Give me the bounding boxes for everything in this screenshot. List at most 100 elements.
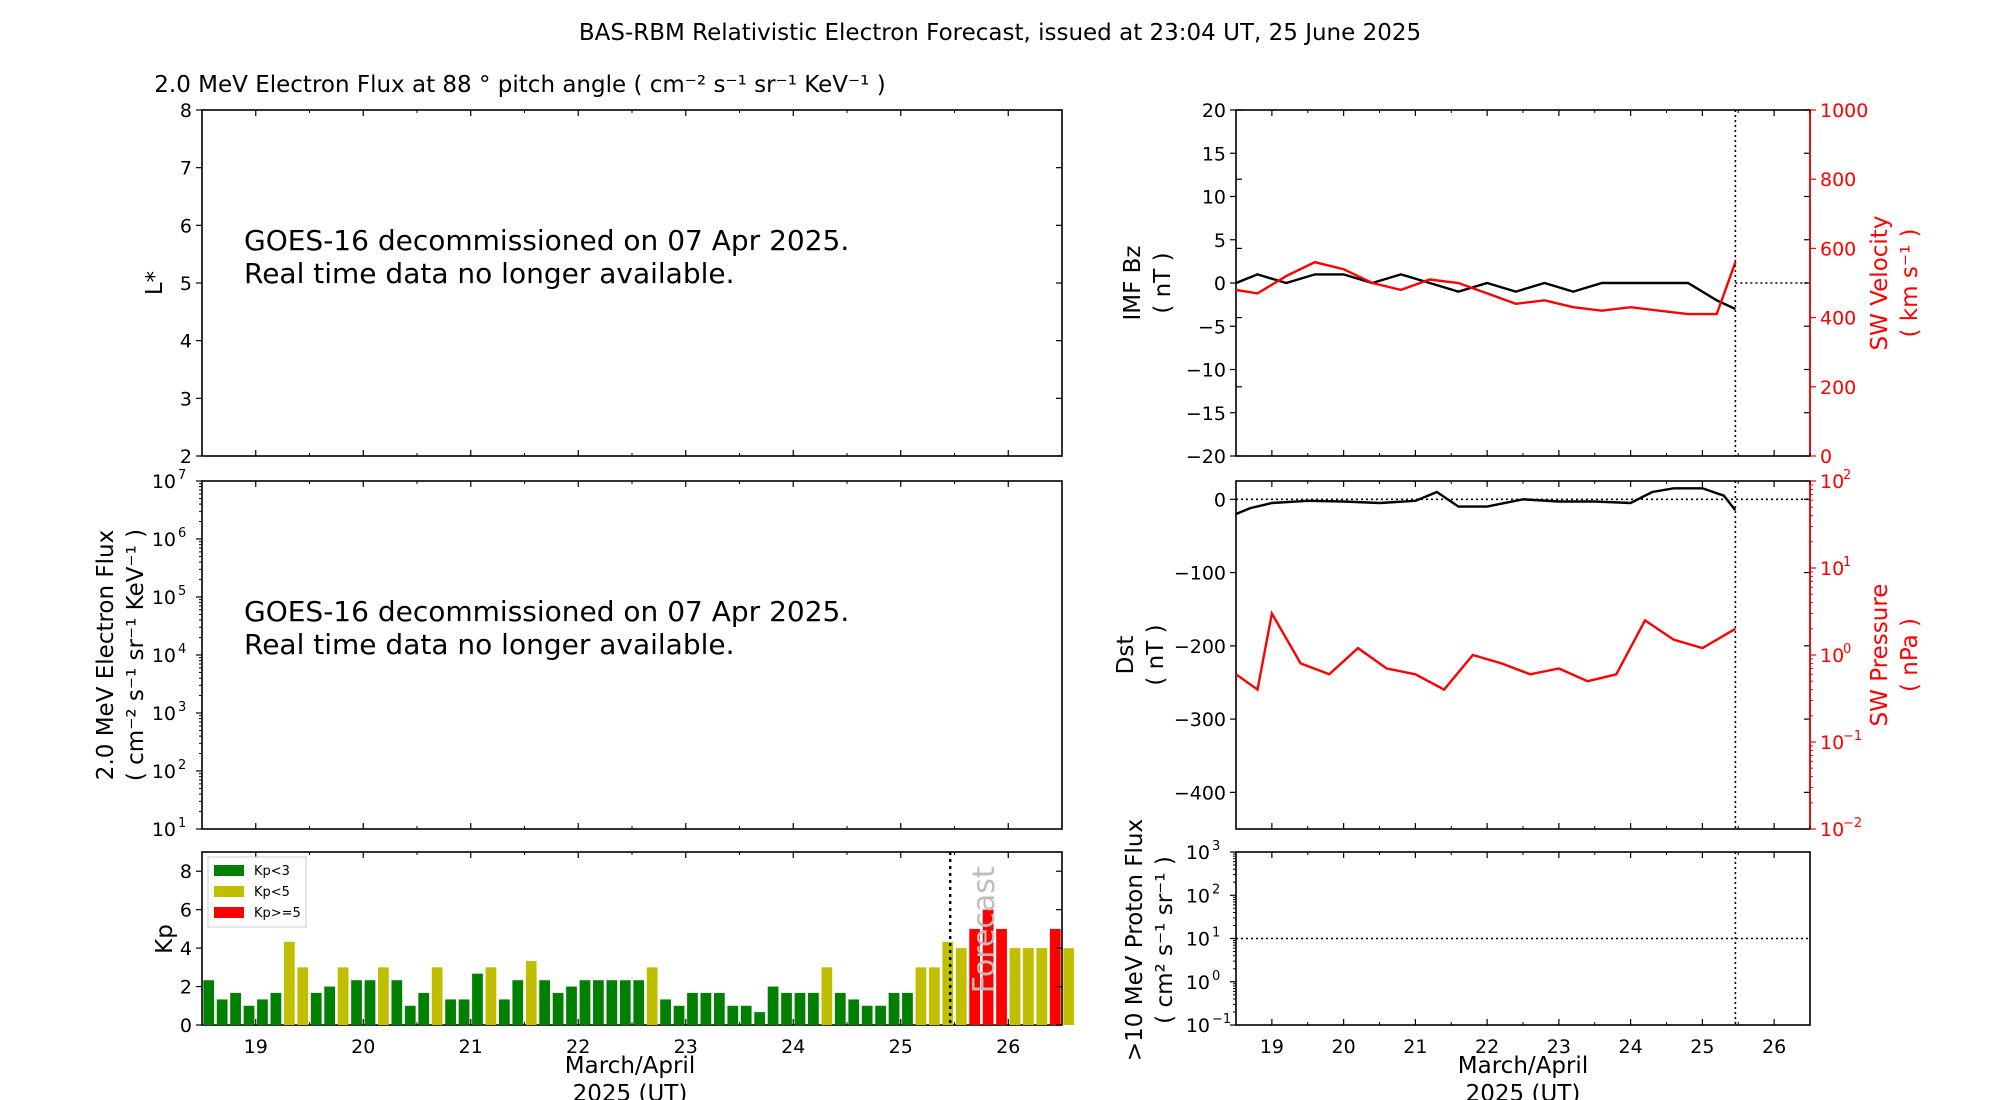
- lstar-notice-line2: Real time data no longer available.: [244, 257, 735, 290]
- y-tick-exponent: 1: [178, 816, 186, 831]
- flux-y-label-line1: 2.0 MeV Electron Flux: [93, 530, 119, 780]
- kp-bar: [404, 1005, 416, 1025]
- x-tick-label: 22: [566, 1036, 590, 1058]
- proton-y-label-line2: ( cm² s⁻¹ sr⁻¹ ): [1152, 856, 1178, 1024]
- kp-bar: [498, 999, 510, 1025]
- y-tick-label: 4: [180, 331, 192, 353]
- kp-legend-swatch-low: [214, 865, 244, 876]
- x-tick-label: 20: [351, 1036, 375, 1058]
- y-tick-label: 10: [1186, 972, 1210, 994]
- kp-bar: [955, 948, 967, 1025]
- x-tick-label: 24: [1619, 1036, 1643, 1058]
- x-tick-label: 25: [889, 1036, 913, 1058]
- y-tick-label: 10: [1820, 471, 1844, 493]
- kp-bar: [888, 992, 900, 1025]
- y-tick-label: −400: [1174, 782, 1226, 804]
- kp-bar: [740, 1005, 752, 1025]
- x-tick-label: 20: [1332, 1036, 1356, 1058]
- imf-panel: 20 15 10 5 0 −5 −10 −15 −20 1000 800 600 400 200 0 IM…: [1120, 100, 1923, 468]
- y-tick-label: 10: [1202, 187, 1226, 209]
- y-tick-label: 0: [1214, 489, 1226, 511]
- y-tick-label: −5: [1198, 316, 1226, 338]
- y-tick-label: 10: [152, 819, 176, 841]
- x-tick-label: 23: [1547, 1036, 1571, 1058]
- y-tick-label: −200: [1174, 636, 1226, 658]
- kp-bar: [1036, 948, 1048, 1025]
- x-tick-label: 19: [244, 1036, 268, 1058]
- kp-y-label: Kp: [152, 924, 178, 954]
- dst-series: [1235, 481, 1810, 829]
- kp-bar: [848, 999, 860, 1025]
- y-tick-label: 5: [180, 273, 192, 295]
- y-tick-label: 0: [180, 1015, 192, 1037]
- kp-bar: [915, 967, 927, 1025]
- kp-bar: [337, 967, 349, 1025]
- kp-bar: [243, 1005, 255, 1025]
- proton-y-label-line1: >10 MeV Proton Flux: [1122, 819, 1148, 1061]
- x-tick-label: 25: [1690, 1036, 1714, 1058]
- y-tick-label: −300: [1174, 709, 1226, 731]
- kp-bar: [727, 1005, 739, 1025]
- kp-bar: [351, 980, 362, 1025]
- y-tick-exponent: 7: [178, 468, 186, 483]
- y-tick-label: 400: [1820, 308, 1856, 330]
- y-tick-exponent: 3: [1212, 839, 1220, 854]
- y-tick-exponent: 3: [178, 700, 186, 715]
- y-tick-label: 6: [180, 900, 192, 922]
- x-tick-label: 24: [781, 1036, 805, 1058]
- kp-bar: [767, 986, 779, 1025]
- kp-bar: [391, 980, 403, 1025]
- y-tick-exponent: 2: [178, 758, 186, 773]
- sw-pressure-line: [1235, 610, 1737, 692]
- y-tick-label: 10: [152, 471, 176, 493]
- kp-bar: [230, 992, 241, 1025]
- kp-bar: [485, 967, 497, 1025]
- x-tick-label: 26: [996, 1036, 1020, 1058]
- y-tick-label: 800: [1820, 169, 1856, 191]
- lstar-panel: 2.0 MeV Electron Flux at 88 ° pitch angl…: [142, 72, 1063, 468]
- kp-bar: [270, 992, 282, 1025]
- y-tick-label: 15: [1202, 143, 1226, 165]
- proton-series: [1236, 852, 1810, 1025]
- lstar-y-label: L*: [142, 271, 168, 295]
- kp-bar: [566, 986, 577, 1025]
- imf-plot-frame: [1235, 109, 1811, 457]
- kp-bar: [324, 986, 336, 1025]
- kp-bar: [646, 967, 658, 1025]
- kp-bar: [633, 980, 645, 1025]
- kp-bar: [283, 941, 295, 1025]
- y-tick-exponent: 6: [178, 526, 186, 541]
- kp-bar: [1049, 928, 1061, 1025]
- y-tick-label: 10: [1186, 929, 1210, 951]
- kp-bar: [861, 1005, 873, 1025]
- y-tick-label: 10: [1186, 1015, 1210, 1037]
- kp-y-axis: 0 2 4 6 8: [180, 861, 1062, 1037]
- flux-y-label-line2: ( cm⁻² s⁻¹ sr⁻¹ KeV⁻¹ ): [123, 529, 149, 781]
- proton-x-axis: 19 20 21 22 23 24 25 26: [1235, 852, 1811, 1058]
- kp-bar: [579, 980, 591, 1025]
- y-tick-label: −15: [1186, 403, 1226, 425]
- kp-forecast-annotation: Forecast: [967, 866, 1002, 993]
- x-tick-label: 21: [459, 1036, 483, 1058]
- y-tick-label: 10: [152, 761, 176, 783]
- x-tick-label: 23: [674, 1036, 698, 1058]
- y-tick-label: 0: [1214, 273, 1226, 295]
- kp-bar: [310, 992, 322, 1025]
- kp-bars: [203, 909, 1075, 1025]
- kp-bar: [713, 992, 725, 1025]
- kp-bar: [512, 980, 524, 1025]
- y-tick-exponent: 5: [178, 584, 186, 599]
- kp-bar: [1023, 948, 1034, 1025]
- kp-bar: [418, 992, 430, 1025]
- x-tick-label: 22: [1475, 1036, 1499, 1058]
- imf-y-axis: 20 15 10 5 0 −5 −10 −15 −20: [1186, 100, 1810, 468]
- kp-bar: [834, 992, 846, 1025]
- flux-notice-line2: Real time data no longer available.: [244, 628, 735, 661]
- kp-bar: [928, 967, 940, 1025]
- y-tick-exponent: −1: [1212, 1012, 1231, 1027]
- kp-x-axis: 19 20 21 22 23 24 25 26: [201, 852, 1063, 1058]
